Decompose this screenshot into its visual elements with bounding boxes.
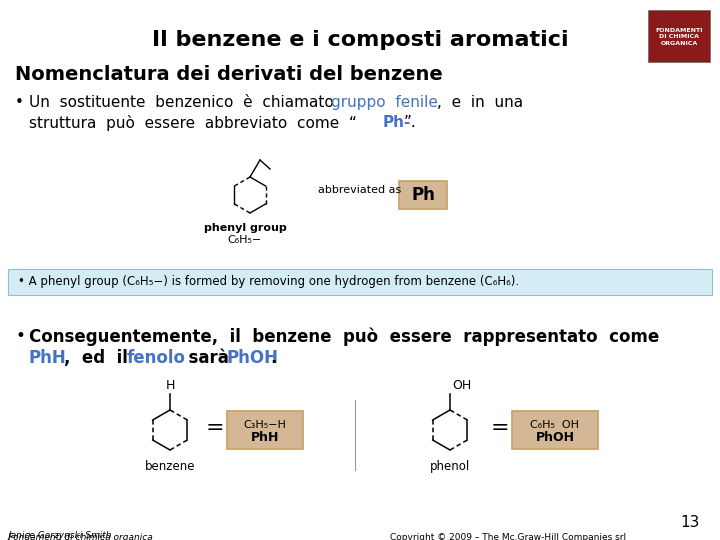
Text: .: . <box>270 349 276 367</box>
Text: Copyright © 2009 – The Mc.Graw-Hill Companies srl: Copyright © 2009 – The Mc.Graw-Hill Comp… <box>390 533 626 540</box>
Text: sarà: sarà <box>177 349 240 367</box>
Text: =: = <box>206 418 225 438</box>
Text: Janice Gorzynski Smith: Janice Gorzynski Smith <box>8 531 112 540</box>
Text: • A phenyl group (C₆H₅−) is formed by removing one hydrogen from benzene (C₆H₆).: • A phenyl group (C₆H₅−) is formed by re… <box>18 275 519 288</box>
Text: Conseguentemente,  il  benzene  può  essere  rappresentato  come: Conseguentemente, il benzene può essere … <box>29 327 660 346</box>
Text: abbreviated as: abbreviated as <box>318 185 401 195</box>
Text: ,  e  in  una: , e in una <box>437 95 523 110</box>
Text: fenolo: fenolo <box>127 349 186 367</box>
Text: PhH: PhH <box>29 349 67 367</box>
Text: Nomenclatura dei derivati del benzene: Nomenclatura dei derivati del benzene <box>15 65 443 84</box>
Text: 13: 13 <box>680 515 700 530</box>
Text: struttura  può  essere  abbreviato  come  “: struttura può essere abbreviato come “ <box>29 115 357 131</box>
Text: ,  ed  il: , ed il <box>64 349 140 367</box>
Text: Ph-: Ph- <box>383 115 411 130</box>
Text: Ph: Ph <box>411 186 435 204</box>
FancyBboxPatch shape <box>648 10 710 62</box>
FancyBboxPatch shape <box>227 411 303 449</box>
Text: Fondamenti di chimica organica: Fondamenti di chimica organica <box>8 533 153 540</box>
FancyBboxPatch shape <box>512 411 598 449</box>
Text: gruppo  fenile: gruppo fenile <box>331 95 438 110</box>
Text: C₃H₅−H: C₃H₅−H <box>243 420 287 430</box>
Text: C₆H₅  OH: C₆H₅ OH <box>531 420 580 430</box>
Text: Un  sostituente  benzenico  è  chiamato: Un sostituente benzenico è chiamato <box>29 95 338 110</box>
Text: FONDAMENTI
DI CHIMICA
ORGANICA: FONDAMENTI DI CHIMICA ORGANICA <box>655 28 703 46</box>
Text: =: = <box>491 418 509 438</box>
FancyBboxPatch shape <box>399 181 447 209</box>
Text: ”.: ”. <box>404 115 417 130</box>
Text: benzene: benzene <box>145 460 195 473</box>
Text: Il benzene e i composti aromatici: Il benzene e i composti aromatici <box>152 30 568 50</box>
Text: PhH: PhH <box>251 431 279 444</box>
FancyBboxPatch shape <box>8 269 712 295</box>
Text: PhOH: PhOH <box>227 349 279 367</box>
Text: phenyl group: phenyl group <box>204 223 287 233</box>
Text: OH: OH <box>452 379 472 392</box>
Text: PhOH: PhOH <box>536 431 575 444</box>
Text: phenol: phenol <box>430 460 470 473</box>
Text: C₆H₅−: C₆H₅− <box>228 235 262 245</box>
Text: •: • <box>15 95 24 110</box>
Text: H: H <box>166 379 175 392</box>
Text: •: • <box>15 327 25 345</box>
